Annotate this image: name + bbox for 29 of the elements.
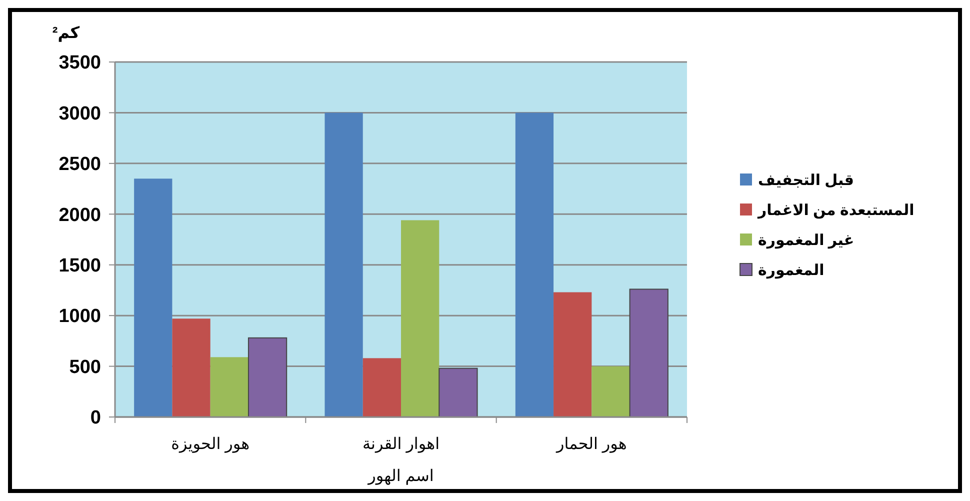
legend-label: المستبعدة من الاغمار	[757, 202, 914, 219]
x-axis-title: اسم الهور	[367, 468, 434, 485]
bar	[592, 366, 630, 417]
bar	[438, 368, 478, 418]
y-tick-label: 500	[69, 356, 101, 378]
bar	[210, 357, 248, 417]
bar	[401, 220, 440, 417]
y-tick-label: 2000	[58, 204, 101, 226]
y-axis-title: كم²	[52, 25, 80, 42]
bar	[172, 318, 210, 417]
legend-label: المغمورة	[758, 262, 824, 279]
legend-label: قبل التجفيف	[758, 172, 854, 189]
bar	[134, 178, 172, 417]
y-tick-label: 3500	[58, 52, 101, 74]
y-tick-label: 0	[90, 408, 101, 429]
legend-label: غير المغمورة	[758, 232, 854, 249]
y-tick-label: 1000	[58, 306, 101, 328]
bar	[629, 288, 668, 418]
bar	[362, 358, 401, 417]
x-tick-label: هور الحمار	[555, 436, 627, 453]
y-tick-label: 3000	[58, 103, 101, 124]
bar	[248, 337, 288, 418]
bar	[554, 292, 592, 417]
bar	[515, 112, 554, 417]
x-tick-label: اهوار القرنة	[362, 436, 440, 453]
x-tick-label: هور الحويزة	[171, 436, 250, 453]
y-tick-label: 1500	[58, 256, 101, 277]
y-tick-label: 2500	[58, 154, 101, 176]
bar	[324, 112, 363, 417]
